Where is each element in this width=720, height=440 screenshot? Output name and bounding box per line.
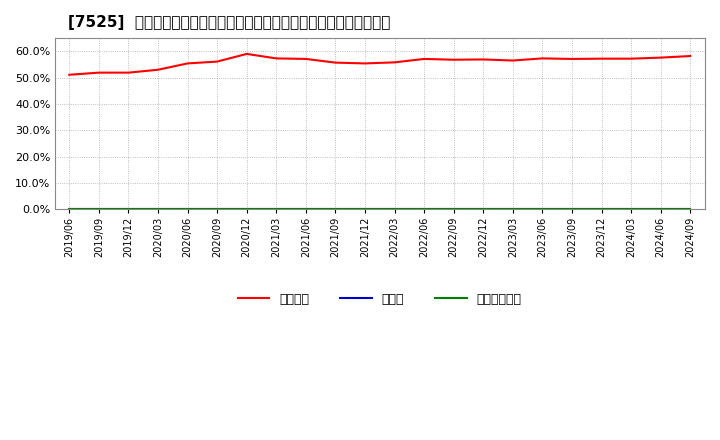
繰延税金資産 (420, 207, 428, 212)
繰延税金資産 (657, 207, 665, 212)
自己資本 (94, 70, 103, 75)
自己資本 (361, 61, 369, 66)
のれん (361, 207, 369, 212)
自己資本 (153, 67, 162, 73)
自己資本 (302, 56, 310, 62)
のれん (65, 207, 73, 212)
繰延税金資産 (508, 207, 517, 212)
Text: [7525]  自己資本、のれん、繰延税金資産の総資産に対する比率の推移: [7525] 自己資本、のれん、繰延税金資産の総資産に対する比率の推移 (68, 15, 390, 30)
自己資本 (272, 56, 281, 61)
繰延税金資産 (272, 207, 281, 212)
繰延税金資産 (479, 207, 487, 212)
繰延税金資産 (390, 207, 399, 212)
自己資本 (65, 72, 73, 77)
自己資本 (567, 56, 576, 62)
のれん (627, 207, 636, 212)
のれん (94, 207, 103, 212)
のれん (184, 207, 192, 212)
自己資本 (184, 61, 192, 66)
繰延税金資産 (65, 207, 73, 212)
自己資本 (331, 60, 340, 65)
のれん (508, 207, 517, 212)
のれん (538, 207, 546, 212)
自己資本 (479, 57, 487, 62)
Legend: 自己資本, のれん, 繰延税金資産: 自己資本, のれん, 繰延税金資産 (233, 288, 526, 311)
繰延税金資産 (184, 207, 192, 212)
繰延税金資産 (213, 207, 222, 212)
繰延税金資産 (627, 207, 636, 212)
のれん (420, 207, 428, 212)
繰延税金資産 (94, 207, 103, 212)
のれん (243, 207, 251, 212)
のれん (124, 207, 132, 212)
のれん (390, 207, 399, 212)
自己資本 (213, 59, 222, 64)
繰延税金資産 (686, 207, 695, 212)
のれん (153, 207, 162, 212)
自己資本 (657, 55, 665, 60)
のれん (331, 207, 340, 212)
繰延税金資産 (597, 207, 606, 212)
自己資本 (449, 57, 458, 62)
のれん (597, 207, 606, 212)
のれん (657, 207, 665, 212)
のれん (302, 207, 310, 212)
自己資本 (686, 53, 695, 59)
自己資本 (538, 56, 546, 61)
繰延税金資産 (538, 207, 546, 212)
自己資本 (420, 56, 428, 62)
のれん (479, 207, 487, 212)
繰延税金資産 (153, 207, 162, 212)
繰延税金資産 (331, 207, 340, 212)
のれん (567, 207, 576, 212)
のれん (686, 207, 695, 212)
繰延税金資産 (243, 207, 251, 212)
自己資本 (390, 60, 399, 65)
自己資本 (627, 56, 636, 61)
自己資本 (243, 51, 251, 57)
のれん (213, 207, 222, 212)
自己資本 (597, 56, 606, 61)
のれん (449, 207, 458, 212)
自己資本 (124, 70, 132, 75)
Line: 自己資本: 自己資本 (69, 54, 690, 75)
繰延税金資産 (302, 207, 310, 212)
自己資本 (508, 58, 517, 63)
繰延税金資産 (449, 207, 458, 212)
繰延税金資産 (124, 207, 132, 212)
繰延税金資産 (567, 207, 576, 212)
のれん (272, 207, 281, 212)
繰延税金資産 (361, 207, 369, 212)
